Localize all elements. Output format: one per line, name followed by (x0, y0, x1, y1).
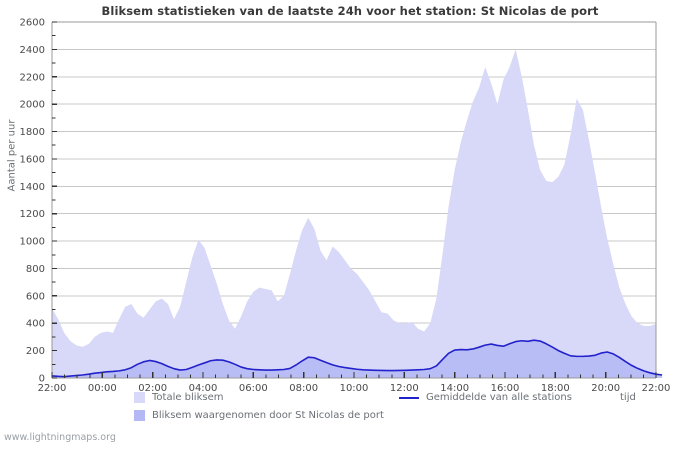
svg-text:1800: 1800 (20, 127, 45, 138)
legend-item-average[interactable]: Gemiddelde van alle stations (399, 392, 572, 403)
legend-line-average-icon (399, 396, 419, 399)
x-axis-label: tijd (620, 392, 636, 403)
svg-text:22:00: 22:00 (38, 383, 67, 394)
svg-text:14:00: 14:00 (440, 383, 469, 394)
chart-title: Bliksem statistieken van de laatste 24h … (101, 4, 599, 18)
svg-text:00:00: 00:00 (88, 383, 117, 394)
y-axis-ticks: 0 200 400 600 800 1000 1200 1400 1600 1800 2000 220… (20, 18, 57, 385)
svg-text:1400: 1400 (20, 182, 45, 193)
svg-text:400: 400 (26, 319, 45, 330)
svg-text:06:00: 06:00 (239, 383, 268, 394)
legend-item-total[interactable]: Totale bliksem (134, 392, 223, 403)
svg-text:2600: 2600 (20, 18, 45, 29)
svg-text:2400: 2400 (20, 45, 45, 56)
legend-label-average: Gemiddelde van alle stations (426, 392, 572, 403)
line-average-all-stations (51, 339, 663, 378)
svg-text:04:00: 04:00 (189, 383, 218, 394)
svg-text:1200: 1200 (20, 209, 45, 220)
area-total-lightning (52, 49, 656, 378)
svg-text:20:00: 20:00 (591, 383, 620, 394)
legend-label-total: Totale bliksem (152, 392, 224, 403)
svg-text:2000: 2000 (20, 100, 45, 111)
area-station-lightning (52, 340, 663, 378)
svg-text:10:00: 10:00 (340, 383, 369, 394)
footer-url: www.lightningmaps.org (4, 432, 116, 443)
svg-text:2200: 2200 (20, 72, 45, 83)
svg-text:08:00: 08:00 (289, 383, 318, 394)
svg-text:0: 0 (39, 374, 45, 385)
svg-text:1000: 1000 (20, 237, 45, 248)
svg-text:200: 200 (26, 346, 45, 357)
svg-text:22:00: 22:00 (642, 383, 671, 394)
legend-swatch-total-icon (134, 392, 145, 403)
chart-legend: Totale bliksem Bliksem waargenomen door … (0, 390, 700, 430)
svg-text:600: 600 (26, 291, 45, 302)
legend-label-station: Bliksem waargenomen door St Nicolas de p… (152, 410, 384, 421)
svg-text:16:00: 16:00 (491, 383, 520, 394)
svg-text:18:00: 18:00 (541, 383, 570, 394)
legend-item-station[interactable]: Bliksem waargenomen door St Nicolas de p… (134, 410, 384, 421)
x-axis-ticks: 22:00 00:00 02:00 04:00 06:00 08:00 10:00 12:00… (38, 372, 671, 394)
svg-text:12:00: 12:00 (390, 383, 419, 394)
legend-swatch-station-icon (134, 410, 145, 421)
svg-text:800: 800 (26, 264, 45, 275)
svg-text:02:00: 02:00 (138, 383, 167, 394)
svg-text:1600: 1600 (20, 154, 45, 165)
